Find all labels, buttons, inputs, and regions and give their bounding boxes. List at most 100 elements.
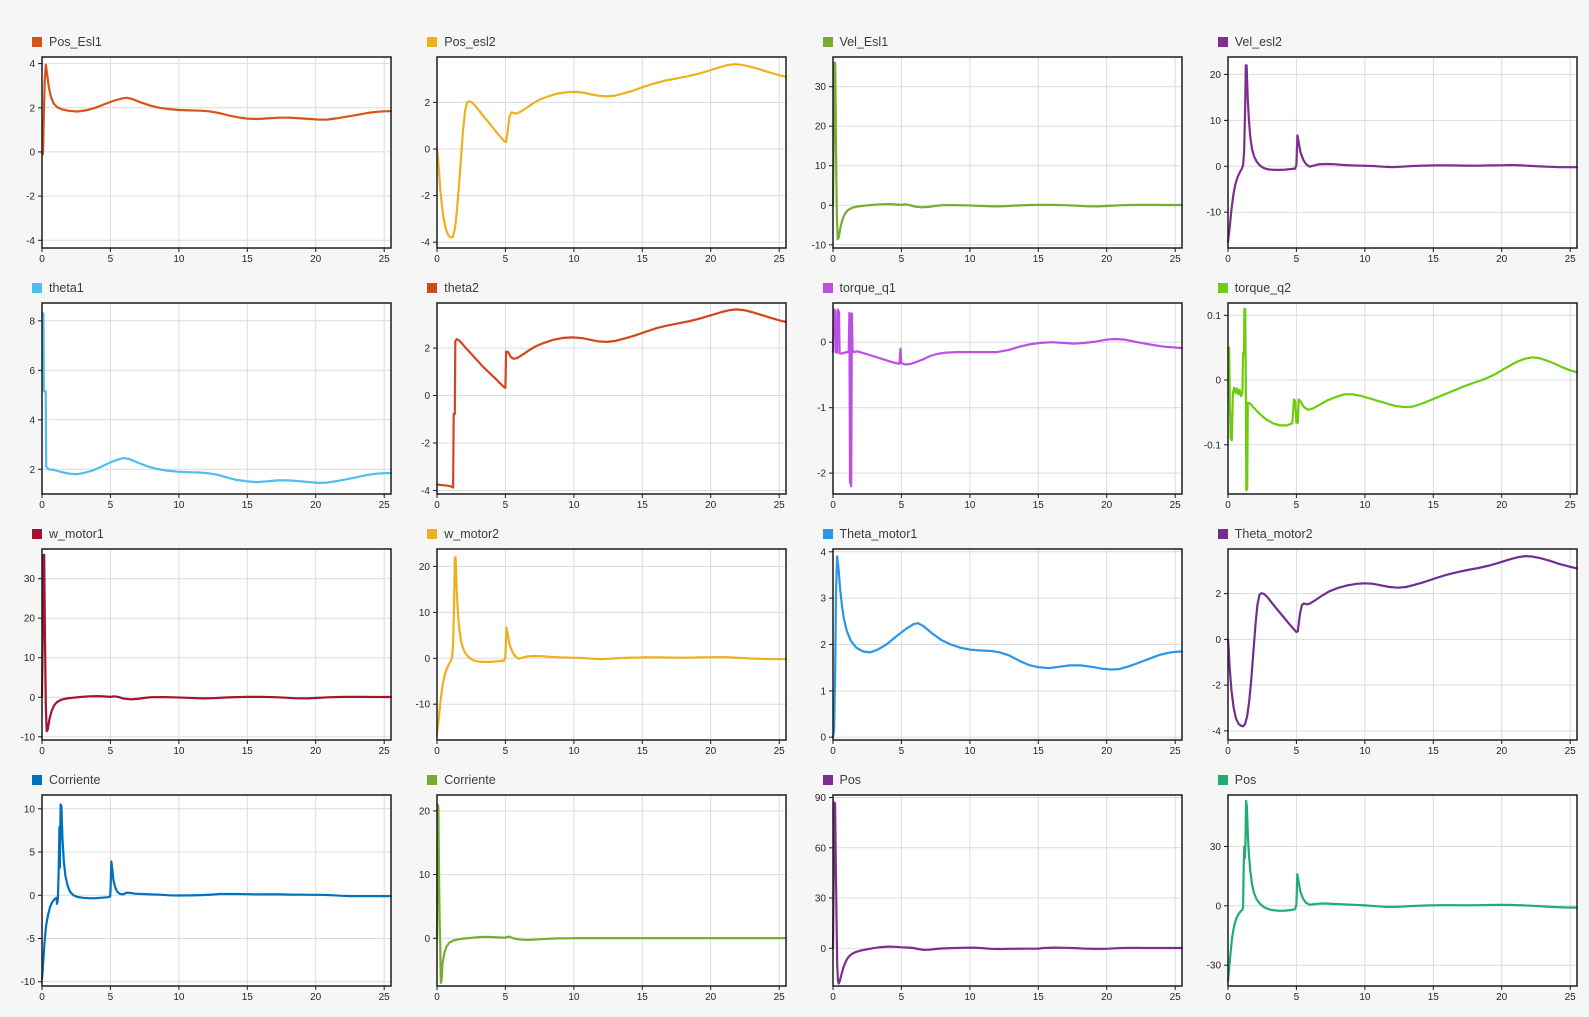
svg-text:10: 10: [1359, 746, 1371, 757]
svg-text:0: 0: [1215, 901, 1221, 912]
svg-text:10: 10: [569, 254, 581, 265]
svg-text:0: 0: [830, 992, 836, 1003]
legend-item[interactable]: Theta_motor1: [822, 526, 1186, 542]
legend-item[interactable]: w_motor1: [32, 526, 395, 542]
svg-text:0: 0: [830, 500, 836, 511]
svg-text:20: 20: [310, 254, 322, 265]
plot-canvas[interactable]: 0 5 10 15 20 25 -4 -2 0 2 4: [10, 54, 395, 266]
svg-text:5: 5: [898, 254, 904, 265]
svg-text:10: 10: [569, 500, 581, 511]
svg-text:0: 0: [1225, 500, 1231, 511]
svg-text:15: 15: [1032, 254, 1044, 265]
legend-label: torque_q1: [839, 281, 896, 295]
svg-text:-1: -1: [817, 403, 826, 414]
svg-text:15: 15: [242, 254, 254, 265]
svg-text:-4: -4: [421, 486, 430, 497]
svg-text:8: 8: [29, 316, 35, 327]
plot-card-torque-q2: torque_q2 0 5 10 15 20 25 -0.1 0 0.1: [1196, 280, 1581, 512]
svg-text:15: 15: [637, 254, 649, 265]
svg-text:0: 0: [425, 654, 431, 665]
legend-item[interactable]: Pos_Esl1: [32, 34, 395, 50]
svg-text:5: 5: [503, 992, 509, 1003]
svg-text:25: 25: [1169, 500, 1181, 511]
plot-canvas[interactable]: 0 5 10 15 20 25 -10 0 10 20: [405, 546, 790, 758]
legend-label: Theta_motor1: [839, 527, 918, 541]
legend-swatch: [1217, 775, 1228, 785]
legend-item[interactable]: torque_q2: [1217, 280, 1581, 296]
svg-text:5: 5: [108, 992, 114, 1003]
svg-text:30: 30: [814, 82, 826, 93]
legend-item[interactable]: theta1: [32, 280, 395, 296]
plot-canvas[interactable]: 0 5 10 15 20 25 -0.1 0 0.1: [1196, 300, 1581, 512]
plot-canvas[interactable]: 0 5 10 15 20 25 -10 -5 0 5 10: [10, 792, 395, 1004]
plot-canvas[interactable]: 0 5 10 15 20 25 -4 -2 0 2: [405, 300, 790, 512]
svg-text:0: 0: [29, 693, 35, 704]
plot-canvas[interactable]: 0 5 10 15 20 25 0 10 20: [405, 792, 790, 1004]
plot-canvas[interactable]: 0 5 10 15 20 25 -10 0 10 20 30: [10, 546, 395, 758]
svg-text:20: 20: [1101, 500, 1113, 511]
plot-canvas[interactable]: 0 5 10 15 20 25 -4 -2 0 2: [405, 54, 790, 266]
legend-item[interactable]: Corriente: [32, 772, 395, 788]
svg-text:5: 5: [29, 848, 35, 859]
svg-text:20: 20: [705, 746, 717, 757]
legend-swatch: [32, 775, 42, 785]
svg-text:10: 10: [419, 608, 431, 619]
legend-swatch: [427, 529, 438, 539]
legend-item[interactable]: torque_q1: [822, 280, 1186, 296]
svg-text:2: 2: [29, 465, 35, 476]
svg-text:25: 25: [774, 254, 786, 265]
legend-item[interactable]: w_motor2: [427, 526, 790, 542]
svg-text:-10: -10: [21, 732, 36, 743]
legend-item[interactable]: Pos: [822, 772, 1186, 788]
plot-canvas[interactable]: 0 5 10 15 20 25 -10 0 10 20 30: [801, 54, 1186, 266]
legend-swatch: [822, 529, 833, 539]
plot-canvas[interactable]: 0 5 10 15 20 25 -30 0 30: [1196, 792, 1581, 1004]
svg-text:15: 15: [1427, 500, 1439, 511]
svg-text:20: 20: [705, 992, 717, 1003]
plot-canvas[interactable]: 0 5 10 15 20 25 -4 -2 0 2: [1196, 546, 1581, 758]
svg-text:25: 25: [774, 746, 786, 757]
svg-text:-2: -2: [817, 469, 826, 480]
svg-text:25: 25: [379, 992, 391, 1003]
legend-item[interactable]: Corriente: [427, 772, 790, 788]
svg-text:5: 5: [503, 254, 509, 265]
plot-card-corriente-2: Corriente 0 5 10 15 20 25 0 10 20: [405, 772, 790, 1004]
svg-text:0: 0: [29, 147, 35, 158]
plot-canvas[interactable]: 0 5 10 15 20 25 0 30 60 90: [801, 792, 1186, 1004]
legend-swatch: [427, 37, 438, 47]
plot-canvas[interactable]: 0 5 10 15 20 25 -10 0 10 20: [1196, 54, 1581, 266]
svg-text:2: 2: [1215, 589, 1221, 600]
plot-card-theta-motor1: Theta_motor1 0 5 10 15 20 25 0 1 2 3 4: [801, 526, 1186, 758]
svg-text:25: 25: [1169, 746, 1181, 757]
svg-text:20: 20: [419, 806, 431, 817]
svg-text:2: 2: [29, 103, 35, 114]
svg-text:20: 20: [705, 254, 717, 265]
legend-swatch: [822, 775, 833, 785]
plot-canvas[interactable]: 0 5 10 15 20 25 0 1 2 3 4: [801, 546, 1186, 758]
svg-text:10: 10: [419, 870, 431, 881]
legend-item[interactable]: Pos_esl2: [427, 34, 790, 50]
svg-text:0: 0: [820, 201, 826, 212]
svg-text:-10: -10: [416, 700, 431, 711]
svg-text:5: 5: [1293, 500, 1299, 511]
svg-text:20: 20: [814, 122, 826, 133]
legend-item[interactable]: Vel_esl2: [1217, 34, 1581, 50]
svg-text:0: 0: [820, 944, 826, 955]
legend-label: Vel_esl2: [1234, 35, 1283, 49]
svg-text:10: 10: [1210, 116, 1222, 127]
svg-text:-2: -2: [421, 439, 430, 450]
svg-text:20: 20: [1496, 992, 1508, 1003]
legend-item[interactable]: Theta_motor2: [1217, 526, 1581, 542]
legend-item[interactable]: theta2: [427, 280, 790, 296]
svg-text:2: 2: [425, 98, 431, 109]
plot-canvas[interactable]: 0 5 10 15 20 25 -2 -1 0: [801, 300, 1186, 512]
legend-item[interactable]: Vel_Esl1: [822, 34, 1186, 50]
plot-card-w-motor2: w_motor2 0 5 10 15 20 25 -10 0 10 20: [405, 526, 790, 758]
legend-label: Pos: [1234, 773, 1257, 787]
plot-canvas[interactable]: 0 5 10 15 20 25 2 4 6 8: [10, 300, 395, 512]
svg-text:20: 20: [419, 562, 431, 573]
legend-item[interactable]: Pos: [1217, 772, 1581, 788]
svg-text:15: 15: [1427, 992, 1439, 1003]
plot-card-vel-esl1: Vel_Esl1 0 5 10 15 20 25 -10 0 10 20 30: [801, 34, 1186, 266]
